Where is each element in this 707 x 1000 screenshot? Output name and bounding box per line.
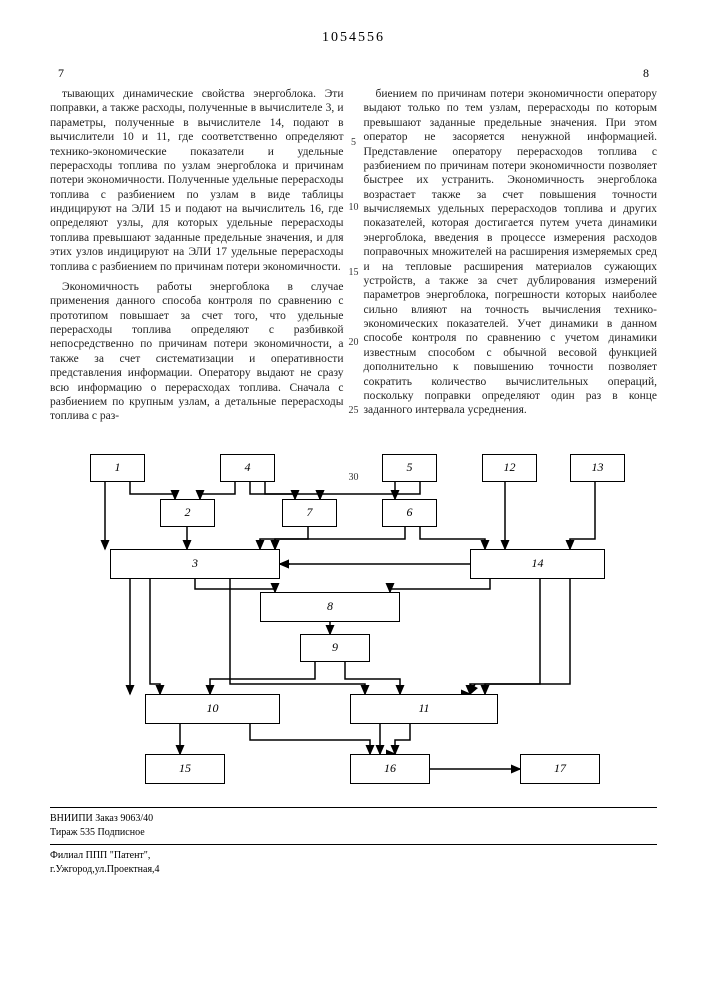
diagram-box-14: 14 <box>470 549 605 579</box>
line-marker: 15 <box>349 267 359 278</box>
line-marker: 20 <box>349 337 359 348</box>
line-marker: 5 <box>351 137 356 148</box>
right-col-num: 8 <box>643 66 649 81</box>
diagram-box-9: 9 <box>300 634 370 662</box>
left-col-num: 7 <box>58 66 64 81</box>
left-column: тывающих динамические свойства энергобло… <box>50 87 344 430</box>
diagram-box-8: 8 <box>260 592 400 622</box>
right-column: биением по причинам потери экономичности… <box>364 87 658 430</box>
diagram-box-11: 11 <box>350 694 498 724</box>
left-p2: Экономичность работы энергоблока в случа… <box>50 280 344 424</box>
flowchart-diagram: 1234567891011121314151617 <box>50 444 657 799</box>
footer: ВНИИПИ Заказ 9063/40 Тираж 535 Подписное… <box>50 807 657 877</box>
footer-l3: Филиал ППП "Патент", <box>50 849 657 863</box>
diagram-box-2: 2 <box>160 499 215 527</box>
footer-l1: ВНИИПИ Заказ 9063/40 <box>50 812 657 826</box>
line-marker: 25 <box>349 405 359 416</box>
column-labels: 7 8 <box>50 66 657 81</box>
diagram-box-1: 1 <box>90 454 145 482</box>
diagram-box-12: 12 <box>482 454 537 482</box>
footer-l4: г.Ужгород,ул.Проектная,4 <box>50 863 657 877</box>
line-marker: 10 <box>349 202 359 213</box>
doc-number: 1054556 <box>50 30 657 46</box>
right-p1: биением по причинам потери экономичности… <box>364 87 658 418</box>
diagram-box-5: 5 <box>382 454 437 482</box>
diagram-box-16: 16 <box>350 754 430 784</box>
diagram-box-3: 3 <box>110 549 280 579</box>
diagram-box-6: 6 <box>382 499 437 527</box>
diagram-box-17: 17 <box>520 754 600 784</box>
left-p1: тывающих динамические свойства энергобло… <box>50 87 344 274</box>
diagram-box-15: 15 <box>145 754 225 784</box>
diagram-box-10: 10 <box>145 694 280 724</box>
footer-l2: Тираж 535 Подписное <box>50 826 657 840</box>
diagram-box-13: 13 <box>570 454 625 482</box>
diagram-box-4: 4 <box>220 454 275 482</box>
diagram-box-7: 7 <box>282 499 337 527</box>
